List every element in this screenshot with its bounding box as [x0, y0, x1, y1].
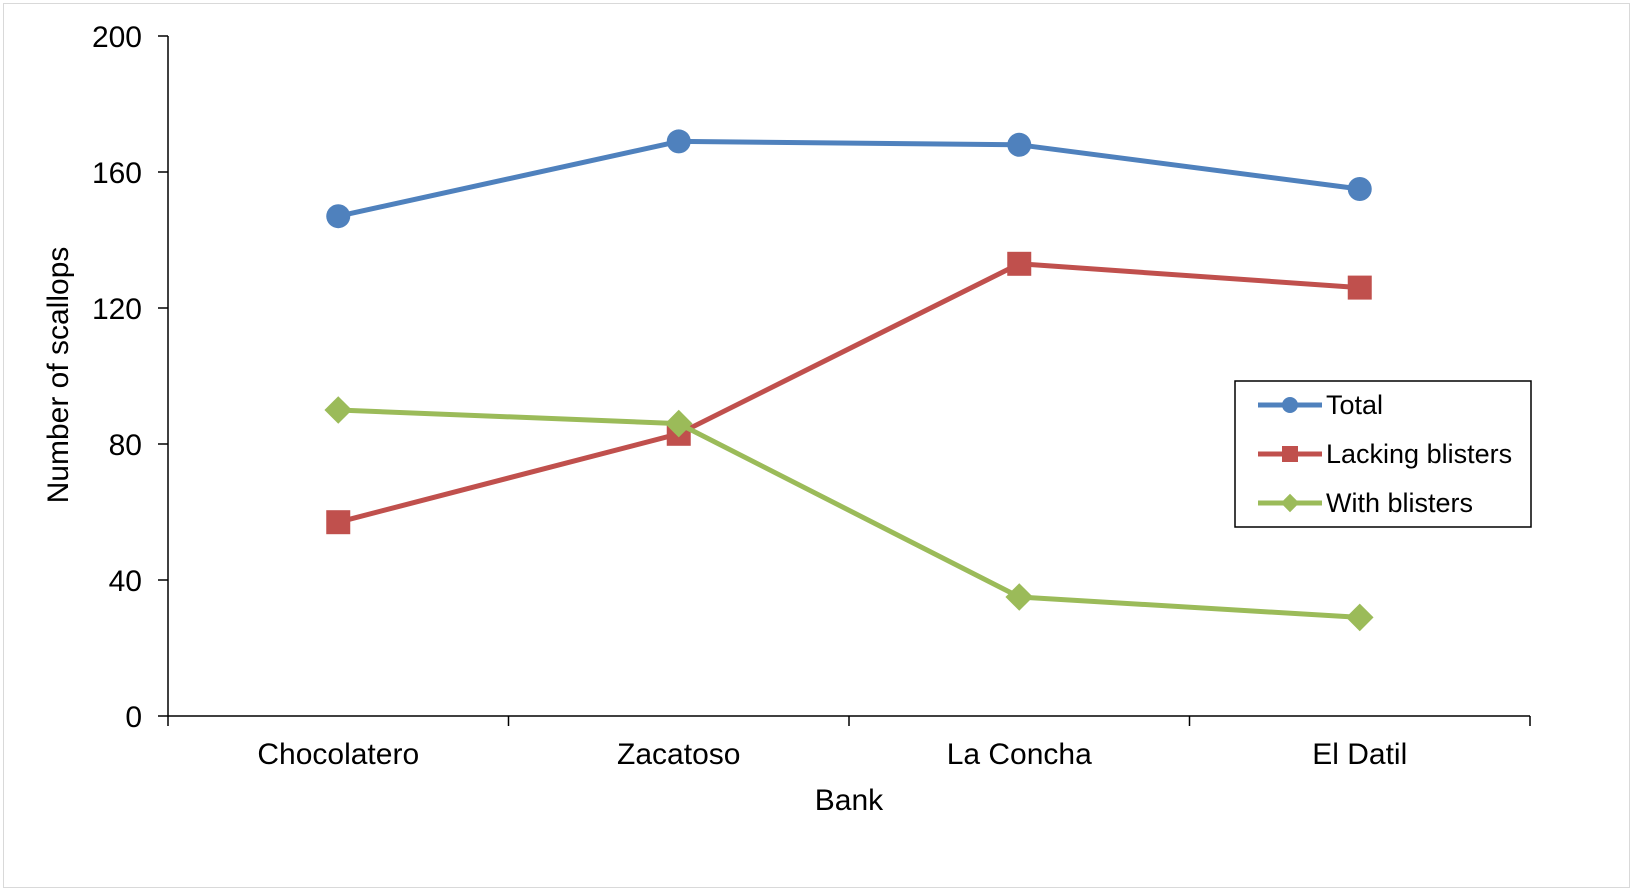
data-point — [1345, 603, 1374, 632]
y-axis-title: Number of scallops — [42, 247, 75, 504]
series-line — [337, 138, 1361, 219]
data-point — [1347, 275, 1372, 300]
data-point — [326, 510, 351, 535]
y-axis-ticks: 0 40 80 120 160 200 — [92, 21, 168, 734]
y-tick-label: 80 — [109, 429, 142, 462]
x-tick-label: La Concha — [947, 738, 1092, 771]
legend-item: With blisters — [1258, 488, 1473, 518]
legend-item: Lacking blisters — [1258, 439, 1512, 469]
y-tick-label: 40 — [109, 565, 142, 598]
series-layer — [324, 129, 1374, 632]
x-tick-label: El Datil — [1312, 738, 1407, 771]
data-point — [324, 396, 353, 424]
series-total — [326, 129, 1372, 229]
x-tick-label: Chocolatero — [257, 738, 419, 771]
y-tick-label: 120 — [92, 293, 142, 326]
data-point — [1007, 132, 1032, 157]
series-lacking-blisters — [326, 251, 1372, 535]
data-point — [1347, 177, 1372, 201]
legend-swatch-marker — [1280, 493, 1300, 513]
legend-label: With blisters — [1326, 488, 1473, 518]
x-tick-label: Zacatoso — [617, 738, 740, 771]
data-point — [664, 409, 693, 438]
data-point — [1005, 583, 1034, 611]
data-point — [1007, 251, 1032, 276]
y-tick-label: 200 — [92, 21, 142, 54]
x-axis-ticks: Chocolatero Zacatoso La Concha El Datil — [167, 716, 1531, 771]
data-point — [666, 129, 691, 154]
legend-swatch-marker — [1282, 446, 1298, 462]
legend-label: Lacking blisters — [1326, 439, 1512, 469]
legend-item: Total — [1258, 390, 1383, 420]
x-axis-title: Bank — [815, 784, 884, 817]
y-tick-label: 0 — [125, 701, 142, 734]
series-with-blisters — [324, 396, 1374, 632]
data-point — [326, 204, 351, 229]
series-line — [337, 261, 1360, 525]
legend: Total Lacking blisters With blisters — [1234, 380, 1532, 528]
series-line — [338, 407, 1360, 620]
legend-label: Total — [1326, 390, 1383, 420]
legend-swatch-marker — [1282, 397, 1298, 413]
y-tick-label: 160 — [92, 157, 142, 190]
